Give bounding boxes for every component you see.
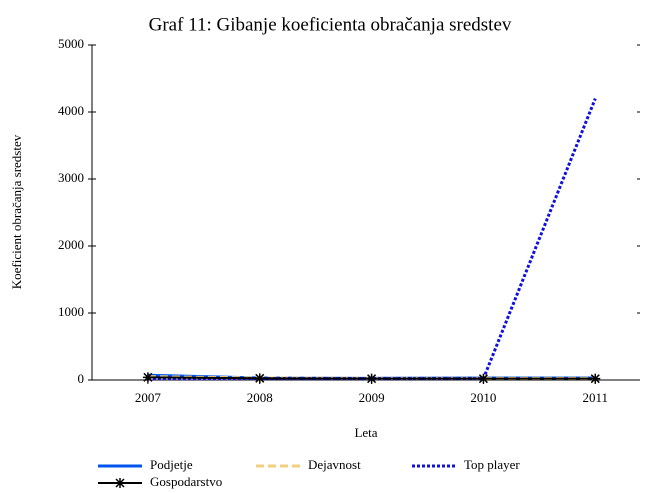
series-marker	[590, 373, 601, 384]
legend-label: Podjetje	[150, 457, 193, 472]
y-tick-label: 1000	[58, 304, 84, 319]
series-marker	[142, 372, 153, 383]
series-marker	[366, 373, 377, 384]
y-tick-label: 3000	[58, 170, 84, 185]
x-tick-label: 2010	[470, 390, 496, 405]
legend-label: Gospodarstvo	[150, 474, 222, 489]
x-tick-label: 2007	[135, 390, 162, 405]
legend-label: Top player	[464, 457, 520, 472]
legend-label: Dejavnost	[308, 457, 361, 472]
y-tick-label: 5000	[58, 36, 84, 51]
series-marker	[478, 373, 489, 384]
y-tick-label: 4000	[58, 103, 84, 118]
x-axis-label: Leta	[354, 425, 377, 440]
y-axis-label: Koeficient obračanja sredstev	[9, 134, 24, 289]
y-tick-label: 2000	[58, 237, 84, 252]
x-tick-label: 2008	[247, 390, 273, 405]
y-tick-label: 0	[78, 371, 85, 386]
x-tick-label: 2009	[359, 390, 385, 405]
series-marker	[254, 373, 265, 384]
series-line	[147, 98, 597, 381]
x-tick-label: 2011	[582, 390, 608, 405]
chart-title: Graf 11: Gibanje koeficienta obračanja s…	[149, 14, 512, 35]
legend-marker	[115, 478, 125, 488]
